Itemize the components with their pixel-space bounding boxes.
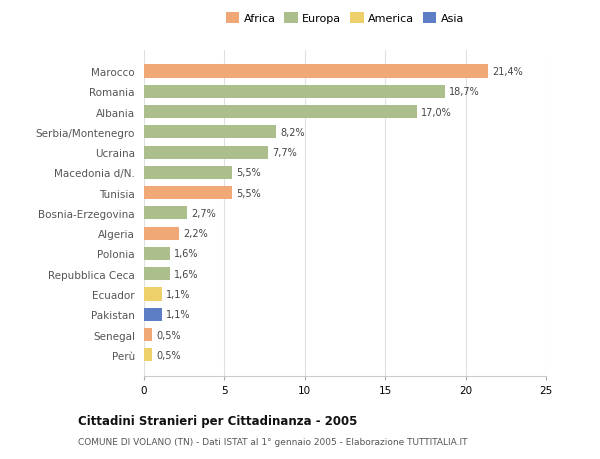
Text: Cittadini Stranieri per Cittadinanza - 2005: Cittadini Stranieri per Cittadinanza - 2… — [78, 414, 358, 428]
Text: 5,5%: 5,5% — [236, 188, 261, 198]
Bar — [144, 328, 152, 341]
Bar — [144, 207, 187, 220]
Text: 1,1%: 1,1% — [166, 289, 190, 299]
Bar — [144, 187, 232, 200]
Text: 17,0%: 17,0% — [421, 107, 452, 118]
Bar — [144, 106, 418, 119]
Text: 5,5%: 5,5% — [236, 168, 261, 178]
Text: 8,2%: 8,2% — [280, 128, 305, 138]
Bar — [144, 126, 276, 139]
Legend: Africa, Europa, America, Asia: Africa, Europa, America, Asia — [224, 11, 466, 26]
Text: 2,7%: 2,7% — [191, 208, 216, 218]
Text: 21,4%: 21,4% — [492, 67, 523, 77]
Bar — [144, 348, 152, 362]
Text: 1,6%: 1,6% — [174, 249, 198, 259]
Bar — [144, 65, 488, 78]
Text: 7,7%: 7,7% — [272, 148, 296, 158]
Text: 1,1%: 1,1% — [166, 309, 190, 319]
Bar — [144, 167, 232, 179]
Text: COMUNE DI VOLANO (TN) - Dati ISTAT al 1° gennaio 2005 - Elaborazione TUTTITALIA.: COMUNE DI VOLANO (TN) - Dati ISTAT al 1°… — [78, 437, 467, 446]
Bar — [144, 268, 170, 280]
Text: 0,5%: 0,5% — [156, 350, 181, 360]
Bar — [144, 85, 445, 99]
Bar — [144, 146, 268, 159]
Text: 1,6%: 1,6% — [174, 269, 198, 279]
Text: 0,5%: 0,5% — [156, 330, 181, 340]
Text: 2,2%: 2,2% — [184, 229, 208, 239]
Text: 18,7%: 18,7% — [449, 87, 479, 97]
Bar — [144, 308, 161, 321]
Bar — [144, 247, 170, 260]
Bar — [144, 288, 161, 301]
Bar — [144, 227, 179, 240]
